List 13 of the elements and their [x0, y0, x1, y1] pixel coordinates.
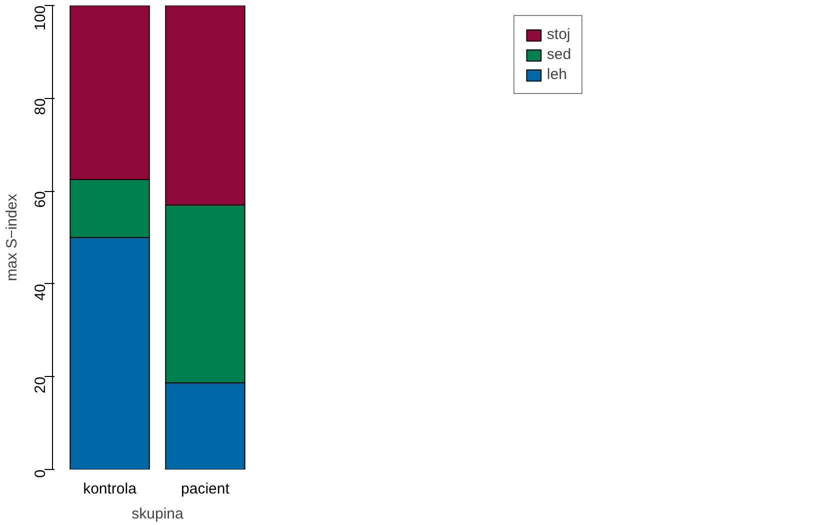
legend-label: stoj: [546, 26, 570, 43]
x-tick-label: pacient: [181, 480, 230, 498]
y-axis-title: max S−index: [4, 193, 20, 282]
y-tick-label: 80: [32, 98, 49, 115]
legend-label: sed: [546, 46, 572, 63]
y-tick-label: 40: [32, 284, 49, 301]
legend-label: leh: [546, 66, 567, 83]
x-axis-title: skupina: [132, 506, 184, 522]
x-tick-label: kontrola: [83, 480, 138, 498]
y-tick-label: 0: [32, 470, 49, 478]
y-tick-label: 100: [32, 5, 49, 31]
y-tick-label: 60: [32, 191, 49, 208]
y-tick-label: 20: [32, 376, 49, 394]
